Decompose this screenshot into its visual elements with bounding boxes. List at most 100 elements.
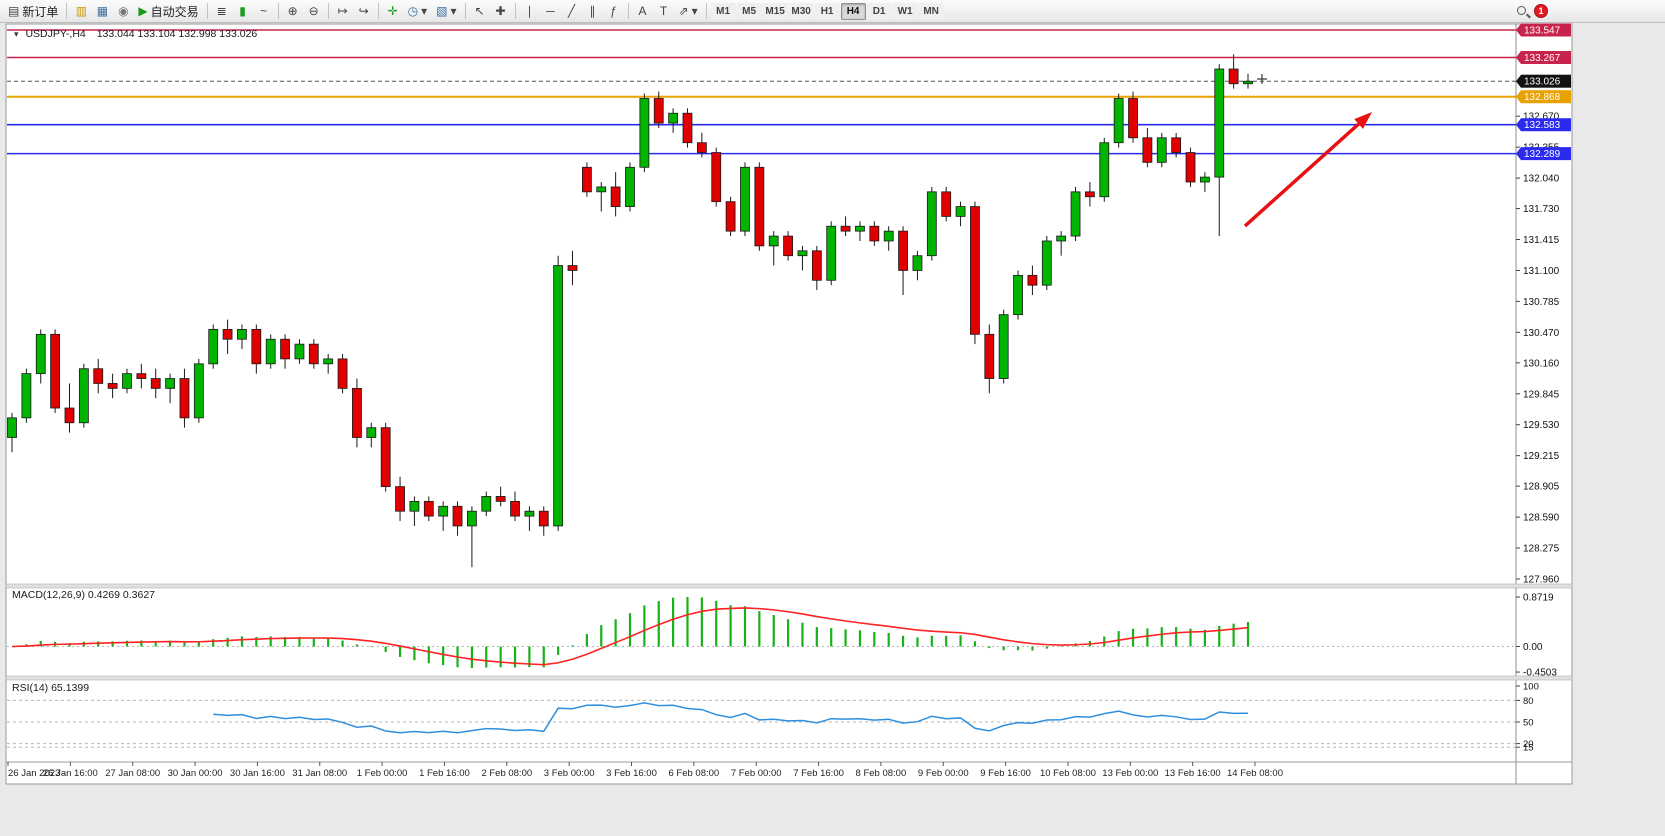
- svg-text:1 Feb 00:00: 1 Feb 00:00: [357, 768, 408, 779]
- candle-body: [1013, 274, 1023, 316]
- templates-button[interactable]: ▧ ▾: [432, 2, 460, 21]
- crosshair-tool-button[interactable]: ✚: [491, 2, 511, 21]
- toolbar-separator: [66, 3, 68, 19]
- candle-body: [1113, 98, 1124, 144]
- svg-text:3 Feb 16:00: 3 Feb 16:00: [606, 768, 657, 779]
- candle-body: [783, 235, 793, 257]
- arrows-tool-button[interactable]: ⇗ ▾: [675, 2, 702, 21]
- macd-indicator-label: MACD(12,26,9) 0.4269 0.3627: [12, 589, 156, 601]
- auto-scroll-icon: ↦: [337, 4, 348, 18]
- arrows-tool-icon: ⇗: [678, 4, 689, 18]
- candle-body: [438, 505, 449, 517]
- candlestick-icon: ▮: [239, 4, 246, 18]
- candle-body: [64, 407, 75, 424]
- candle-body: [481, 496, 492, 512]
- candle-body: [998, 314, 1009, 379]
- candlestick-chart-button[interactable]: ▮: [233, 2, 253, 21]
- cursor-tool-button[interactable]: ↖: [470, 2, 490, 21]
- trend-arrow-line[interactable]: [1243, 122, 1360, 228]
- candle-body: [308, 343, 319, 365]
- candle-body: [840, 225, 851, 232]
- svg-text:127.960: 127.960: [1523, 575, 1560, 586]
- timeframe-h4-button[interactable]: H4: [840, 2, 866, 20]
- periods-button[interactable]: ◷ ▾: [404, 2, 432, 21]
- collapse-icon[interactable]: ▾: [14, 29, 19, 39]
- svg-text:50: 50: [1523, 718, 1534, 729]
- timeframe-d1-button[interactable]: D1: [866, 2, 892, 20]
- svg-text:0.00: 0.00: [1523, 642, 1543, 653]
- timeframe-h1-button[interactable]: H1: [814, 2, 840, 20]
- candle-body: [869, 225, 880, 242]
- timeframe-m15-button[interactable]: M15: [762, 2, 788, 20]
- svg-text:128.905: 128.905: [1523, 482, 1560, 493]
- chart-shift-button[interactable]: ↪: [354, 2, 374, 21]
- rsi-panel-separator[interactable]: [5, 675, 1573, 681]
- candle-body: [898, 230, 908, 271]
- zoom-out-button[interactable]: ⊖: [304, 2, 324, 21]
- market-watch-button[interactable]: ▥: [71, 2, 91, 21]
- toolbar-separator: [327, 3, 329, 19]
- candle-body: [294, 343, 305, 360]
- candle-body: [452, 505, 463, 527]
- search-icon[interactable]: [1516, 5, 1530, 19]
- svg-text:3 Feb 00:00: 3 Feb 00:00: [544, 768, 595, 779]
- toolbar-separator: [464, 3, 466, 19]
- data-window-icon: ▦: [96, 4, 109, 18]
- candle-body: [467, 510, 477, 527]
- candle-body: [251, 329, 262, 365]
- price-tag-132.289: [1521, 147, 1571, 161]
- chart-shift-icon: ↪: [358, 4, 369, 18]
- svg-text:132.583: 132.583: [1524, 120, 1561, 131]
- channel-button[interactable]: ∥: [583, 2, 603, 21]
- toolbar-separator: [705, 3, 707, 19]
- svg-text:14 Feb 08:00: 14 Feb 08:00: [1227, 768, 1283, 779]
- candle-body: [912, 255, 923, 271]
- text-label-tool-button[interactable]: T: [654, 2, 674, 21]
- indicators-button[interactable]: ✛: [383, 2, 403, 21]
- candle-body: [941, 191, 952, 217]
- price-tag-132.868: [1521, 90, 1571, 104]
- timeframe-m1-button[interactable]: M1: [710, 2, 736, 20]
- svg-text:130.160: 130.160: [1523, 358, 1560, 369]
- macd-panel-separator[interactable]: [5, 583, 1573, 589]
- line-chart-button[interactable]: ~: [254, 2, 274, 21]
- trend-arrow-head[interactable]: [1354, 112, 1372, 129]
- autotrade-button[interactable]: ▶ 自动交易: [134, 2, 202, 21]
- community-button[interactable]: ◉: [113, 2, 133, 21]
- timeframe-w1-button[interactable]: W1: [892, 2, 918, 20]
- new-order-button[interactable]: ▤ 新订单: [4, 2, 62, 21]
- candle-body: [21, 373, 32, 419]
- timeframe-m30-button[interactable]: M30: [788, 2, 814, 20]
- candle-body: [1142, 137, 1153, 163]
- candle-body: [596, 186, 607, 193]
- annotations[interactable]: [1243, 74, 1372, 228]
- trendline-button[interactable]: ╱: [562, 2, 582, 21]
- bar-chart-button[interactable]: ≣: [212, 2, 232, 21]
- candle-body: [1056, 235, 1067, 242]
- ohlc-values-label: 133.044 133.104 132.998 133.026: [96, 28, 258, 40]
- horizontal-line-button[interactable]: ─: [541, 2, 561, 21]
- horizontal-lines[interactable]: [7, 29, 1516, 155]
- data-window-button[interactable]: ▦: [92, 2, 112, 21]
- line-chart-icon: ~: [260, 4, 268, 18]
- zoom-in-button[interactable]: ⊕: [283, 2, 303, 21]
- main-toolbar: ▤ 新订单 ▥ ▦ ◉ ▶ 自动交易 ≣ ▮ ~ ⊕ ⊖ ↦ ↪ ✛ ◷ ▾ ▧ ▾…: [0, 0, 1665, 23]
- candle-body: [510, 500, 520, 517]
- auto-scroll-button[interactable]: ↦: [333, 2, 353, 21]
- text-tool-button[interactable]: A: [633, 2, 653, 21]
- timeframe-mn-button[interactable]: MN: [918, 2, 944, 20]
- svg-text:13 Feb 00:00: 13 Feb 00:00: [1102, 768, 1158, 779]
- fibonacci-button[interactable]: ƒ: [604, 2, 624, 21]
- vertical-line-button[interactable]: ∣: [520, 2, 540, 21]
- panel-separators[interactable]: [5, 583, 1573, 763]
- notification-badge[interactable]: 1: [1534, 4, 1548, 18]
- price-tag-132.583: [1521, 118, 1571, 132]
- candle-body: [639, 98, 650, 168]
- timeframe-m5-button[interactable]: M5: [736, 2, 762, 20]
- candle-body: [495, 496, 506, 502]
- candle-body: [35, 333, 46, 375]
- templates-icon: ▧: [436, 4, 448, 18]
- svg-text:128.590: 128.590: [1523, 513, 1560, 524]
